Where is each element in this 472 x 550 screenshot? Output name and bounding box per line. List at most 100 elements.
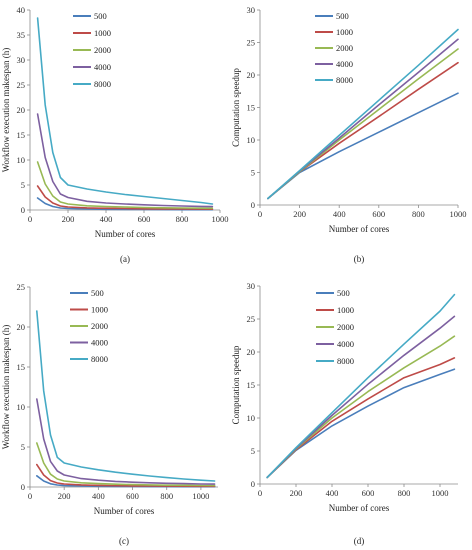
legend: 500 1000 2000 4000 8000 [73, 11, 111, 89]
legend-label-500: 500 [337, 288, 350, 298]
x-tick-label: 0 [258, 209, 262, 219]
series-line-4000 [36, 113, 214, 208]
series-line-1000 [36, 185, 214, 210]
y-tick-label: 25 [17, 80, 26, 90]
series-line-2000 [35, 442, 216, 487]
y-tick-label: 20 [247, 70, 256, 80]
x-tick-label: 200 [62, 214, 75, 224]
x-tick-label: 800 [160, 491, 173, 501]
x-tick-label: 400 [92, 491, 105, 501]
legend-label-2000: 2000 [91, 321, 108, 331]
y-axis-title: Workflow execution makespan (h) [1, 325, 11, 449]
x-tick-label: 400 [326, 488, 339, 498]
y-tick-label: 0 [21, 482, 25, 492]
y-tick-label: 25 [247, 38, 256, 48]
x-tick-label: 600 [126, 491, 139, 501]
x-tick-label: 400 [333, 209, 346, 219]
y-tick-label: 15 [247, 103, 256, 113]
x-tick-label: 400 [100, 214, 113, 224]
series-line-4000 [35, 398, 216, 485]
y-tick-label: 0 [21, 205, 25, 215]
x-axis-title: Number of cores [329, 224, 390, 234]
legend-label-1000: 1000 [336, 27, 353, 37]
legend-label-8000: 8000 [91, 354, 108, 364]
x-axis-title: Number of cores [94, 506, 155, 516]
y-tick-label: 15 [17, 362, 26, 372]
y-tick-label: 10 [17, 402, 26, 412]
legend: 500 1000 2000 4000 8000 [70, 288, 108, 364]
x-tick-label: 800 [412, 209, 425, 219]
y-tick-label: 10 [247, 413, 256, 423]
legend-label-4000: 4000 [336, 59, 353, 69]
y-tick-label: 30 [247, 281, 256, 291]
y-tick-label: 25 [247, 314, 256, 324]
series-line-2000 [36, 161, 214, 210]
legend-label-500: 500 [94, 11, 107, 21]
y-tick-label: 5 [21, 442, 25, 452]
y-tick-label: 20 [17, 105, 26, 115]
panel-label: (c) [119, 536, 129, 546]
panel-label: (d) [354, 536, 365, 546]
series-line-8000 [36, 17, 214, 205]
x-tick-label: 600 [138, 214, 151, 224]
y-tick-label: 5 [251, 446, 255, 456]
y-tick-label: 20 [247, 347, 256, 357]
x-tick-label: 800 [176, 214, 189, 224]
y-axis-title: Computation speedup [231, 68, 241, 147]
y-tick-label: 0 [251, 200, 255, 210]
series-line-500 [267, 92, 459, 200]
x-tick-label: 1000 [192, 491, 209, 501]
series-line-1000 [266, 357, 456, 479]
x-tick-label: 1000 [450, 209, 467, 219]
y-tick-label: 35 [17, 30, 26, 40]
legend-label-8000: 8000 [336, 75, 353, 85]
legend-label-4000: 4000 [91, 338, 108, 348]
x-tick-label: 600 [372, 209, 385, 219]
x-tick-label: 1000 [212, 214, 229, 224]
x-axis-title: Number of cores [329, 503, 390, 513]
legend-label-1000: 1000 [91, 305, 108, 315]
y-tick-label: 5 [21, 180, 25, 190]
legend-label-500: 500 [91, 288, 104, 298]
x-tick-label: 0 [258, 488, 262, 498]
series-line-2000 [266, 335, 456, 479]
legend-label-2000: 2000 [94, 45, 111, 55]
legend: 500 1000 2000 4000 8000 [316, 288, 354, 366]
y-tick-label: 15 [247, 380, 256, 390]
y-tick-label: 15 [17, 130, 26, 140]
legend-label-8000: 8000 [94, 79, 111, 89]
y-tick-label: 40 [17, 5, 26, 15]
series-line-1000 [267, 61, 459, 200]
y-axis-title: Computation speedup [231, 345, 241, 424]
x-tick-label: 0 [28, 491, 32, 501]
panel-label: (b) [354, 254, 365, 264]
chart-panel-2: 0 5 10 15 20 25 30 0 200 400 600 800 1000 Number of c… [231, 5, 467, 264]
legend-label-2000: 2000 [336, 43, 353, 53]
x-tick-label: 800 [398, 488, 411, 498]
legend-label-1000: 1000 [94, 28, 111, 38]
x-tick-label: 0 [28, 214, 32, 224]
chart-panel-3: 0 5 10 15 20 25 0 200 400 600 800 1000 Number of cor… [1, 282, 218, 546]
legend-label-500: 500 [336, 11, 349, 21]
y-tick-label: 30 [17, 55, 26, 65]
x-axis-title: Number of cores [95, 229, 156, 239]
y-tick-label: 0 [251, 479, 255, 489]
y-tick-label: 30 [247, 5, 256, 15]
legend-label-2000: 2000 [337, 322, 354, 332]
y-axis-title: Workflow execution makespan (h) [1, 48, 11, 172]
x-tick-label: 600 [362, 488, 375, 498]
y-tick-label: 25 [17, 282, 26, 292]
y-tick-label: 5 [251, 168, 255, 178]
y-tick-label: 10 [17, 155, 26, 165]
series-line-1000 [35, 463, 216, 488]
x-tick-label: 1000 [432, 488, 449, 498]
legend: 500 1000 2000 4000 8000 [315, 11, 353, 85]
legend-label-8000: 8000 [337, 356, 354, 366]
x-tick-label: 200 [58, 491, 71, 501]
chart-panel-4: 0 5 10 15 20 25 30 0 200 400 600 800 1000 Number of c… [231, 281, 458, 546]
legend-label-1000: 1000 [337, 305, 354, 315]
series-line-8000 [266, 293, 456, 479]
